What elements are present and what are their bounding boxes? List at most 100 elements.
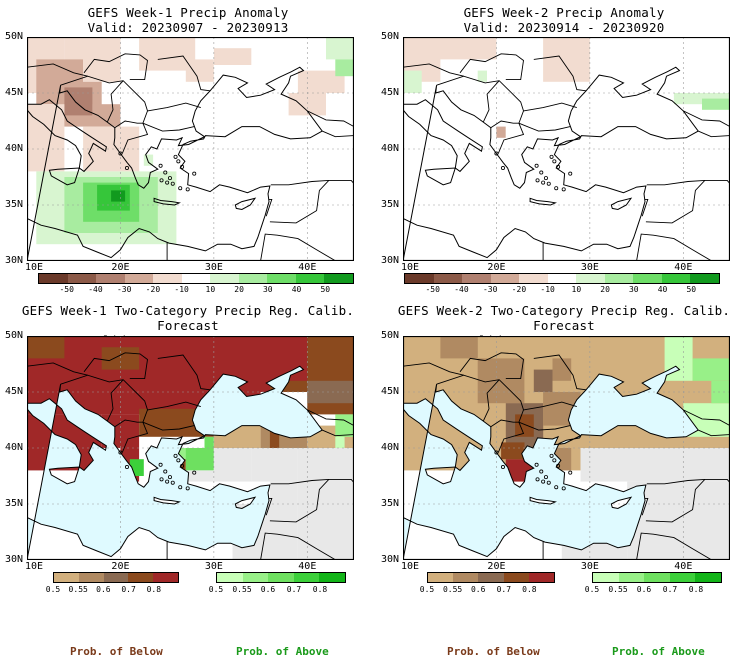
colorbar-swatch — [490, 274, 520, 283]
panel2-lon-label: 30E — [580, 262, 599, 273]
panel1-title-line1: GEFS Week-1 Precip Anomaly — [87, 5, 289, 20]
colorbar-swatch — [128, 573, 154, 582]
panel2-lon-label: 40E — [674, 262, 693, 273]
colorbar-swatch — [478, 573, 504, 582]
panel1-lat-label: 45N — [5, 87, 24, 98]
panel4-below-tick: 0.55 — [442, 585, 463, 594]
panel2-lat-label: 50N — [381, 31, 400, 42]
colorbar-swatch — [453, 573, 479, 582]
panel4-below-tick: 0.6 — [470, 585, 486, 594]
panel2-colorbar-tick: -10 — [540, 285, 555, 294]
panel4-map — [403, 336, 730, 560]
panel2-title-line1: GEFS Week-2 Precip Anomaly — [463, 5, 665, 20]
panel2-lat-label: 40N — [381, 143, 400, 154]
panel4-lat-label: 45N — [381, 386, 400, 397]
panel3-below-tick: 0.7 — [121, 585, 136, 594]
panel2-colorbar-tick: -40 — [454, 285, 469, 294]
panel4-title-line1: GEFS Week-2 Two-Category Precip Reg. Cal… — [397, 303, 731, 333]
footer-below-label-right: Prob. of Below — [447, 645, 540, 658]
panel1-lat-label: 50N — [5, 31, 24, 42]
panel3-above-colorbar — [216, 572, 346, 583]
panel1-colorbar-tick: -10 — [174, 285, 189, 294]
panel4-below-tick: 0.5 — [419, 585, 435, 594]
colorbar-swatch — [78, 573, 104, 582]
panel2-colorbar-tick: 30 — [628, 285, 639, 294]
colorbar-swatch — [96, 274, 125, 283]
colorbar-swatch — [293, 573, 320, 582]
panel4-lon-label: 10E — [401, 561, 420, 572]
panel1-lat-label: 35N — [5, 199, 24, 210]
colorbar-swatch — [503, 573, 529, 582]
colorbar-swatch — [153, 573, 178, 582]
panel2-lat-label: 45N — [381, 87, 400, 98]
panel1-lat-label: 30N — [5, 255, 24, 266]
panel2-map — [403, 37, 730, 261]
colorbar-swatch — [433, 274, 463, 283]
colorbar-swatch — [661, 274, 691, 283]
panel3-above-tick: 0.55 — [232, 585, 252, 594]
colorbar-swatch — [604, 274, 634, 283]
panel3-title-line1: GEFS Week-1 Two-Category Precip Reg. Cal… — [21, 303, 355, 333]
colorbar-swatch — [267, 274, 296, 283]
panel2-lon-label: 10E — [401, 262, 420, 273]
panel1-lon-label: 40E — [298, 262, 317, 273]
colorbar-swatch — [405, 274, 434, 283]
colorbar-swatch — [153, 274, 182, 283]
panel3-below-tick: 0.6 — [96, 585, 111, 594]
colorbar-swatch — [181, 274, 211, 283]
panel3-above-tick: 0.8 — [312, 585, 328, 594]
colorbar-swatch — [217, 573, 243, 582]
panel2-colorbar-tick: -50 — [425, 285, 440, 294]
colorbar-swatch — [695, 573, 721, 582]
panel4-below-tick: 0.8 — [522, 585, 537, 594]
panel2-lat-label: 35N — [381, 199, 400, 210]
panel3-lon-label: 40E — [298, 561, 317, 572]
colorbar-swatch — [238, 274, 268, 283]
panel4-below-colorbar — [427, 572, 555, 583]
panel3-below-tick: 0.5 — [45, 585, 61, 594]
colorbar-swatch — [576, 274, 605, 283]
panel3-lat-label: 45N — [5, 386, 24, 397]
colorbar-swatch — [593, 573, 619, 582]
panel2-colorbar-tick: -30 — [482, 285, 498, 294]
panel2-anomaly-colorbar — [404, 273, 720, 284]
panel2-lon-label: 20E — [487, 262, 506, 273]
panel4-lat-label: 50N — [381, 330, 400, 341]
colorbar-swatch — [103, 573, 129, 582]
panel1-colorbar-tick: -30 — [116, 285, 132, 294]
panel1-title-line2: Valid: 20230907 - 20230913 — [87, 20, 289, 35]
panel1-colorbar-tick: -50 — [59, 285, 74, 294]
panel4-above-tick: 0.6 — [636, 585, 652, 594]
colorbar-swatch — [528, 573, 555, 582]
panel3-lat-label: 30N — [5, 554, 24, 565]
panel4-above-tick: 0.5 — [584, 585, 600, 594]
colorbar-swatch — [295, 274, 325, 283]
colorbar-swatch — [547, 274, 577, 283]
panel3-map — [27, 336, 354, 560]
colorbar-swatch — [633, 274, 662, 283]
panel2-colorbar-tick: 10 — [571, 285, 582, 294]
panel4-lat-label: 40N — [381, 442, 400, 453]
panel4-above-tick: 0.7 — [662, 585, 678, 594]
panel2-colorbar-tick: 20 — [600, 285, 610, 294]
panel2-title: GEFS Week-2 Precip Anomaly Valid: 202309… — [376, 5, 752, 35]
colorbar-swatch — [428, 573, 454, 582]
colorbar-swatch — [324, 274, 354, 283]
colorbar-swatch — [644, 573, 670, 582]
panel3-lat-label: 40N — [5, 442, 24, 453]
panel1-colorbar-tick: 50 — [320, 285, 331, 294]
colorbar-swatch — [124, 274, 154, 283]
panel1-colorbar-tick: -40 — [88, 285, 103, 294]
panel3-lon-label: 20E — [111, 561, 130, 572]
panel1-lon-label: 10E — [25, 262, 44, 273]
panel3-lon-label: 30E — [204, 561, 223, 572]
panel1-colorbar-tick: 40 — [291, 285, 302, 294]
colorbar-swatch — [618, 573, 645, 582]
panel1-map — [27, 37, 354, 261]
panel4-above-tick: 0.55 — [608, 585, 628, 594]
panel2-colorbar-tick: 40 — [657, 285, 668, 294]
panel1-title: GEFS Week-1 Precip Anomaly Valid: 202309… — [0, 5, 376, 35]
panel3-below-tick: 0.55 — [68, 585, 88, 594]
panel1-lat-label: 40N — [5, 143, 24, 154]
colorbar-swatch — [519, 274, 548, 283]
